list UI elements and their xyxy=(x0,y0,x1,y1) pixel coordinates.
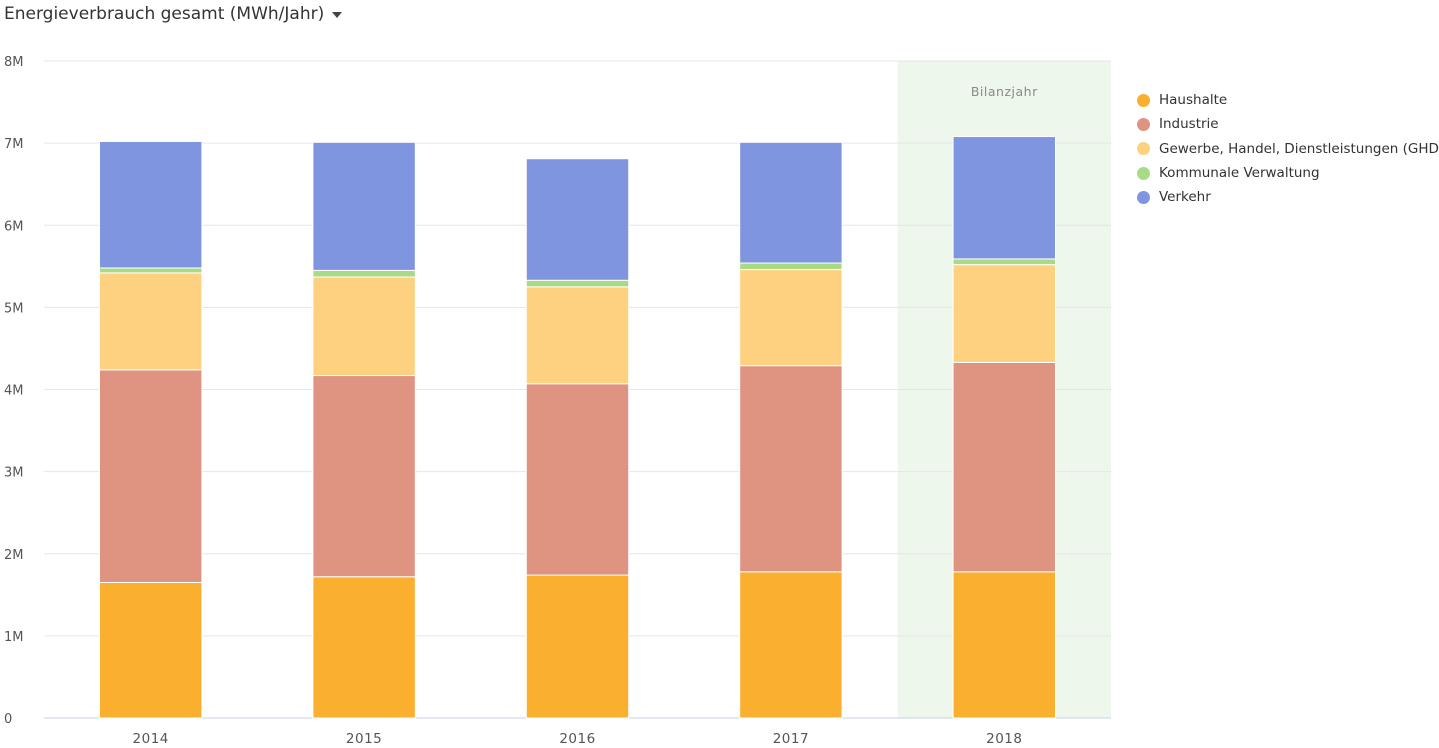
bar-segment[interactable] xyxy=(98,272,203,371)
bar-segment[interactable] xyxy=(525,279,630,288)
bar-segment[interactable] xyxy=(312,276,416,377)
y-tick-label: 6M xyxy=(4,219,24,234)
bar-segment[interactable] xyxy=(98,581,203,719)
legend-label: Kommunale Verwaltung xyxy=(1159,165,1320,182)
bar-segment[interactable] xyxy=(525,383,630,576)
bar-segment[interactable] xyxy=(952,258,1057,266)
chart-title: Energieverbrauch gesamt (MWh/Jahr) xyxy=(4,4,325,24)
x-tick-label: 2017 xyxy=(773,731,809,747)
y-tick-label: 2M xyxy=(4,548,24,563)
x-tick-label: 2014 xyxy=(133,731,169,747)
bar-segment[interactable] xyxy=(739,365,843,573)
legend-item[interactable]: Kommunale Verwaltung xyxy=(1137,161,1437,185)
chart-legend: Haushalte Industrie Gewerbe, Handel, Diens… xyxy=(1137,88,1439,209)
x-tick-label: 2018 xyxy=(986,731,1022,747)
bar-segment[interactable] xyxy=(312,269,416,278)
legend-label: Gewerbe, Handel, Dienstleistungen (GHD) xyxy=(1159,140,1439,157)
legend-dot-icon xyxy=(1137,190,1150,204)
bar-segment[interactable] xyxy=(312,576,416,719)
bar-segment[interactable] xyxy=(98,369,203,583)
bar-segment[interactable] xyxy=(98,267,203,274)
y-tick-label: 7M xyxy=(4,137,24,152)
x-tick-label: 2016 xyxy=(559,731,595,747)
bar-segment[interactable] xyxy=(952,571,1057,719)
highlight-label: Bilanzjahr xyxy=(971,84,1038,99)
y-tick-label: 1M xyxy=(4,630,24,645)
legend-dot-icon xyxy=(1137,93,1150,107)
bar-segment[interactable] xyxy=(739,269,843,367)
chart-title-dropdown[interactable]: Energieverbrauch gesamt (MWh/Jahr) xyxy=(4,2,343,26)
legend-label: Industrie xyxy=(1159,116,1219,133)
y-tick-label: 3M xyxy=(4,466,24,481)
bar-segment[interactable] xyxy=(952,136,1057,260)
legend-dot-icon xyxy=(1137,142,1150,156)
legend-item[interactable]: Gewerbe, Handel, Dienstleistungen (GHD) xyxy=(1137,137,1439,161)
legend-item[interactable]: Industrie xyxy=(1137,112,1437,136)
bar-segment[interactable] xyxy=(952,264,1057,363)
bar-segment[interactable] xyxy=(525,158,630,281)
x-tick-label: 2015 xyxy=(346,731,382,747)
chevron-down-icon xyxy=(332,12,343,18)
y-tick-label: 8M xyxy=(4,55,24,70)
bar-segment[interactable] xyxy=(952,361,1057,573)
bar-segment[interactable] xyxy=(739,262,843,271)
y-tick-label: 4M xyxy=(4,384,24,399)
bar-segment[interactable] xyxy=(739,141,843,264)
legend-item[interactable]: Verkehr xyxy=(1137,185,1437,209)
bar-segment[interactable] xyxy=(312,141,416,271)
legend-label: Haushalte xyxy=(1159,92,1228,109)
y-tick-label: 0 xyxy=(4,712,12,727)
bar-segment[interactable] xyxy=(739,571,843,719)
bar-segment[interactable] xyxy=(98,140,203,269)
bar-segment[interactable] xyxy=(525,574,630,719)
bar-segment[interactable] xyxy=(312,375,416,578)
legend-label: Verkehr xyxy=(1159,189,1211,206)
y-tick-label: 5M xyxy=(4,301,24,316)
stacked-bar-chart: Bilanzjahr 0 1M 2M 3M 4M 5M 6M 7M 8M 2014 2015 2016 2… xyxy=(4,55,1111,747)
bar-segment[interactable] xyxy=(525,286,630,385)
legend-dot-icon xyxy=(1137,166,1150,180)
legend-dot-icon xyxy=(1137,117,1150,131)
legend-item[interactable]: Haushalte xyxy=(1137,88,1437,112)
